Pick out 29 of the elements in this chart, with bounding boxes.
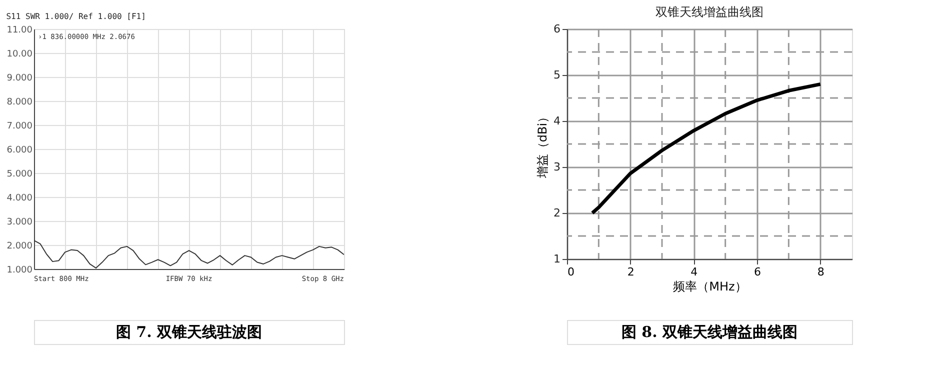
y-tick-label: 11.00: [6, 26, 33, 36]
caption: 图 7. 双锥天线驻波图: [116, 323, 262, 341]
x-tick-label: 8: [817, 266, 824, 278]
y-tick-label: 8.000: [6, 98, 33, 108]
x-tick-label: 0: [568, 266, 574, 278]
y-tick-label: 10.00: [6, 50, 33, 60]
x-tick-label: 4: [690, 266, 698, 278]
caption: 图 8. 双锥天线增益曲线图: [621, 323, 798, 341]
y-tick-label: 7.000: [6, 122, 33, 132]
y-axis-title: 增益（dBi）: [536, 110, 550, 180]
y-tick-label: 6: [554, 22, 560, 36]
y-tick-label: 1: [554, 252, 560, 266]
y-tick-label: 1.000: [6, 266, 33, 276]
y-tick-label: 3.000: [6, 218, 33, 228]
x-axis-title: 频率（MHz）: [673, 280, 747, 294]
y-tick-label: 5.000: [6, 170, 33, 180]
y-tick-label: 9.000: [6, 74, 33, 84]
y-tick-label: 6.000: [6, 146, 33, 156]
line-series: [590, 82, 822, 215]
x-tick-label: 6: [754, 266, 761, 278]
y-tick-label: 5: [554, 68, 560, 82]
y-tick-label: 4.000: [6, 194, 33, 204]
y-tick-label: 2: [554, 206, 560, 220]
y-tick-label: 2.000: [6, 242, 33, 252]
chart-title: 双锥天线增益曲线图: [656, 5, 764, 19]
y-tick-label: 3: [554, 160, 560, 174]
x-tick-label: 2: [627, 266, 634, 278]
y-tick-label: 4: [554, 114, 560, 128]
chart-title: S11 SWR 1.000/ Ref 1.000 [F1]: [6, 12, 146, 21]
